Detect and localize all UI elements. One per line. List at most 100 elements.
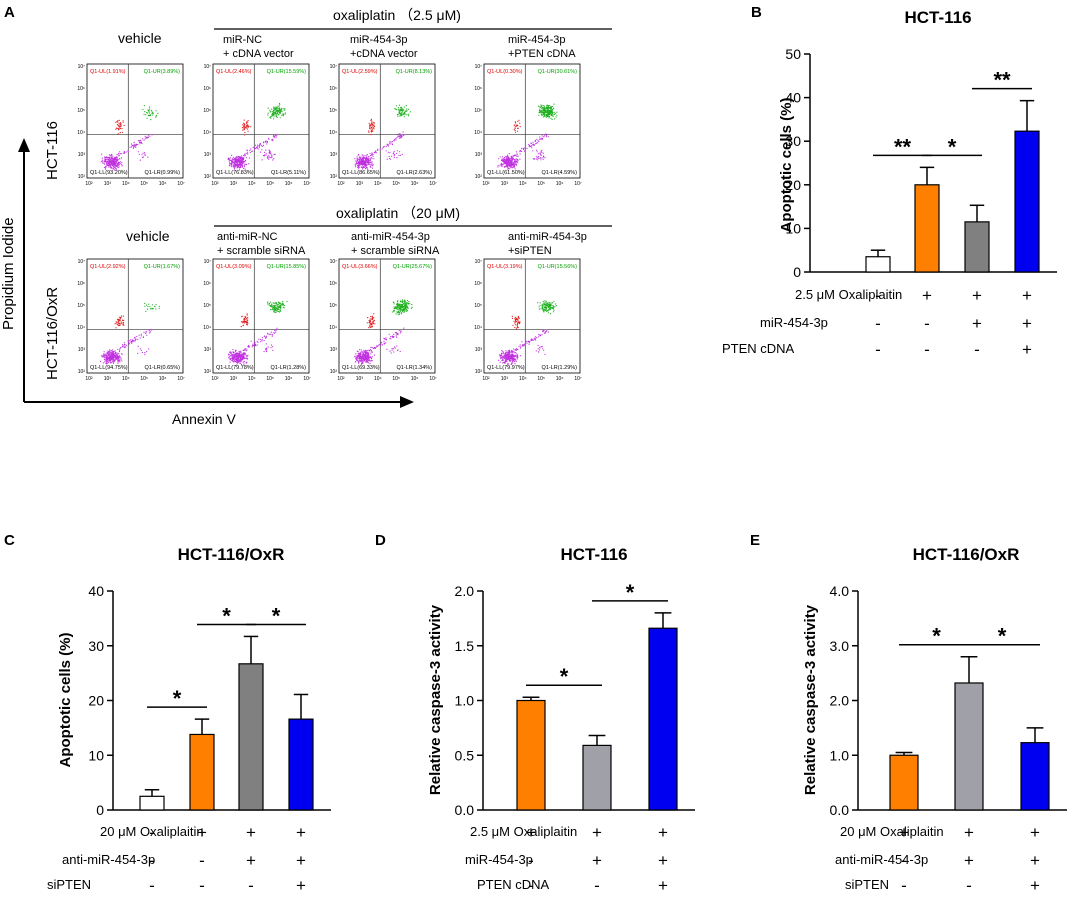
event-dot — [363, 163, 365, 165]
event-dot — [123, 345, 125, 347]
event-dot — [552, 115, 554, 117]
event-dot — [234, 163, 236, 165]
event-dot — [365, 168, 367, 170]
event-dot — [361, 160, 363, 162]
event-dot — [508, 164, 511, 166]
event-dot — [243, 363, 245, 365]
event-dot — [514, 127, 516, 129]
event-dot — [364, 360, 366, 362]
event-dot — [136, 335, 138, 338]
event-dot — [358, 362, 360, 364]
event-dot — [404, 311, 406, 313]
event-dot — [542, 108, 545, 110]
panel-a-axes: Propidium Iodide Annexin V — [0, 138, 414, 427]
event-dot — [377, 149, 379, 151]
event-dot — [506, 356, 508, 359]
quadrant-ll-label: Q1-LL(76.83%) — [216, 170, 254, 176]
event-dot — [369, 318, 371, 320]
event-dot — [399, 151, 401, 153]
event-dot — [527, 144, 530, 146]
event-dot — [128, 343, 130, 345]
event-dot — [230, 357, 232, 359]
event-dot — [547, 303, 549, 305]
event-dot — [139, 159, 141, 161]
event-dot — [507, 364, 509, 366]
event-dot — [275, 309, 277, 311]
condition-line1: miR-454-3p — [350, 34, 407, 46]
event-dot — [514, 161, 516, 164]
y-tick-label: 1.5 — [455, 638, 475, 654]
event-dot — [118, 355, 120, 357]
event-dot — [104, 156, 106, 158]
event-dot — [111, 361, 113, 363]
event-dot — [106, 352, 108, 354]
event-dot — [369, 356, 372, 358]
event-dot — [385, 150, 387, 152]
event-dot — [113, 361, 115, 363]
event-dot — [121, 322, 123, 325]
event-dot — [235, 352, 237, 354]
event-dot — [271, 308, 273, 311]
significance-label: * — [932, 624, 941, 649]
event-dot — [393, 303, 395, 305]
event-dot — [365, 359, 367, 362]
event-dot — [243, 166, 246, 168]
event-dot — [125, 344, 127, 346]
event-dot — [540, 137, 542, 139]
event-dot — [137, 140, 140, 142]
event-dot — [157, 112, 159, 114]
event-dot — [393, 306, 395, 308]
flow-x-tick: 10⁴ — [248, 376, 256, 382]
event-dot — [279, 107, 281, 109]
event-dot — [365, 361, 367, 363]
event-dot — [229, 157, 231, 159]
event-dot — [543, 135, 546, 137]
condition-label: siPTEN — [47, 877, 91, 892]
event-dot — [280, 302, 282, 304]
event-dot — [542, 330, 544, 332]
event-dot — [262, 141, 265, 143]
event-dot — [507, 158, 509, 161]
event-dot — [245, 350, 247, 352]
event-dot — [239, 351, 241, 353]
event-dot — [541, 303, 543, 305]
event-dot — [502, 359, 504, 362]
event-dot — [244, 322, 246, 324]
event-dot — [552, 304, 554, 307]
event-dot — [542, 116, 545, 118]
event-dot — [243, 123, 245, 125]
event-dot — [399, 306, 401, 309]
event-dot — [248, 157, 250, 159]
event-dot — [115, 166, 117, 168]
event-dot — [119, 348, 121, 350]
event-dot — [356, 350, 358, 352]
event-dot — [254, 144, 257, 146]
event-dot — [357, 354, 359, 356]
event-dot — [389, 152, 391, 154]
event-dot — [277, 107, 279, 109]
event-dot — [368, 163, 370, 166]
event-dot — [513, 161, 515, 163]
event-dot — [252, 146, 254, 148]
event-dot — [373, 123, 375, 125]
event-dot — [373, 354, 376, 356]
event-dot — [273, 112, 275, 114]
event-dot — [116, 352, 118, 354]
event-dot — [368, 160, 370, 163]
event-dot — [535, 143, 537, 145]
event-dot — [361, 158, 363, 160]
condition-label: siPTEN — [845, 877, 889, 892]
event-dot — [387, 151, 389, 153]
event-dot — [365, 359, 368, 361]
event-dot — [267, 157, 269, 159]
event-dot — [370, 350, 372, 352]
event-dot — [399, 310, 402, 312]
event-dot — [140, 333, 142, 335]
event-dot — [358, 358, 360, 360]
event-dot — [113, 357, 115, 359]
event-dot — [547, 302, 549, 304]
event-dot — [362, 360, 364, 362]
event-dot — [243, 349, 245, 351]
